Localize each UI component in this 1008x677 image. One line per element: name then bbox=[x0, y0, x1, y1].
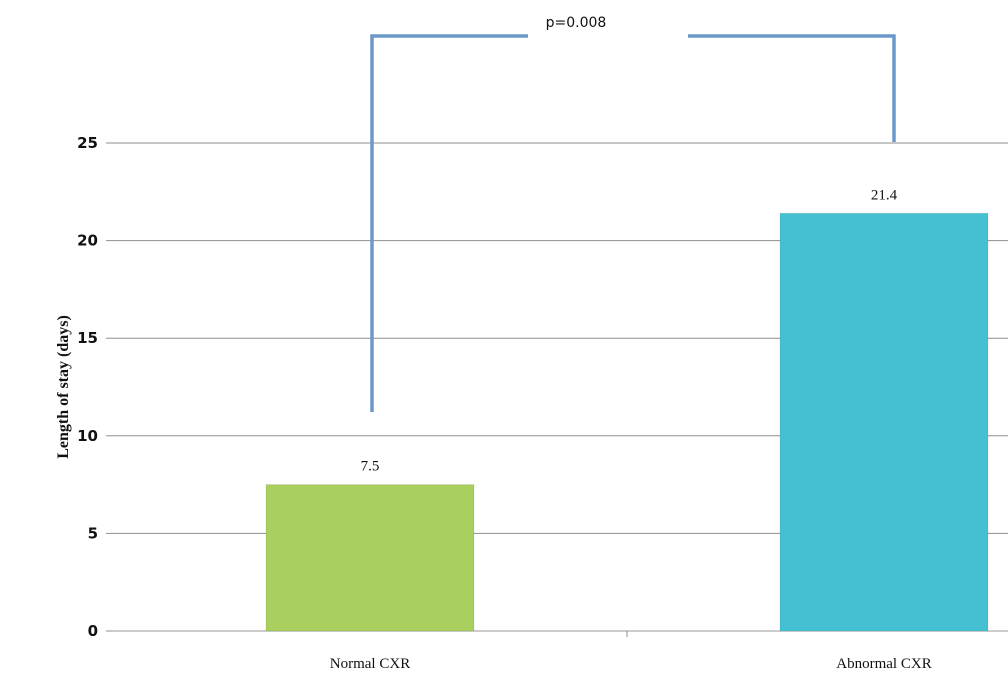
y-tick-label: 20 bbox=[77, 232, 98, 250]
y-tick-label: 15 bbox=[77, 329, 98, 347]
y-axis-ticks: 0 5 10 15 20 25 bbox=[77, 134, 112, 640]
x-axis: Normal CXR Abnormal CXR bbox=[330, 631, 932, 672]
category-label: Abnormal CXR bbox=[836, 656, 931, 672]
y-tick-label: 25 bbox=[77, 134, 98, 152]
bars: 7.5 21.4 bbox=[265, 187, 989, 632]
y-tick-label: 0 bbox=[88, 622, 98, 640]
p-value-label: p=0.008 bbox=[546, 15, 607, 31]
category-label: Normal CXR bbox=[330, 656, 410, 672]
y-tick-label: 5 bbox=[88, 524, 98, 542]
bar bbox=[779, 212, 989, 632]
data-label: 7.5 bbox=[361, 459, 380, 475]
y-axis-title: Length of stay (days) bbox=[55, 315, 72, 459]
data-label: 21.4 bbox=[871, 187, 898, 203]
bracket-left bbox=[370, 34, 528, 412]
bracket-right bbox=[688, 34, 896, 142]
bar bbox=[265, 484, 475, 632]
significance-bracket: p=0.008 bbox=[370, 15, 896, 412]
y-tick-label: 10 bbox=[77, 427, 98, 445]
